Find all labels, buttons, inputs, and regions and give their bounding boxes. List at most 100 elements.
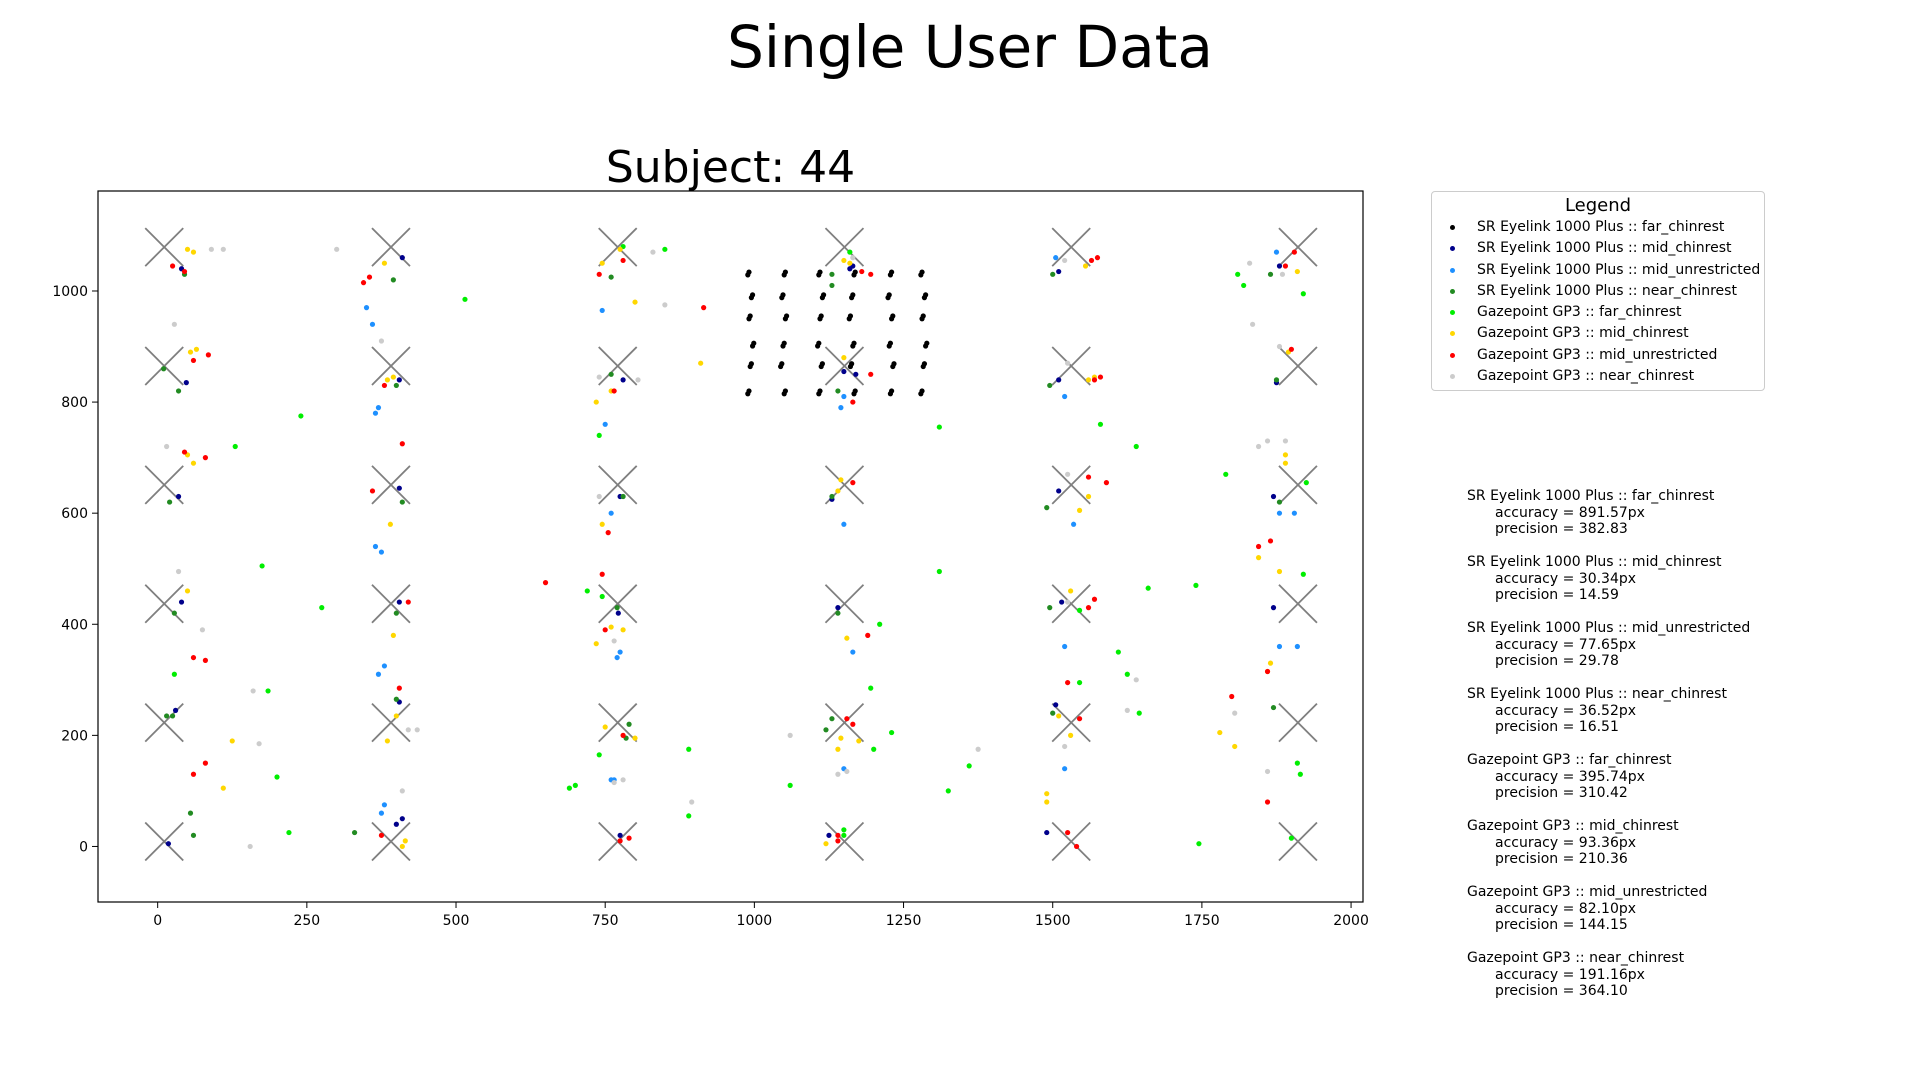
data-point xyxy=(1103,480,1110,486)
data-point xyxy=(868,271,874,277)
target-marker xyxy=(598,465,638,505)
data-point xyxy=(1115,649,1121,655)
data-point xyxy=(1267,538,1274,544)
data-point xyxy=(891,361,897,367)
data-point xyxy=(171,671,177,677)
data-point xyxy=(1270,605,1277,611)
data-point xyxy=(542,580,549,586)
data-point xyxy=(829,271,835,277)
data-point xyxy=(868,685,874,691)
data-point xyxy=(620,777,626,783)
data-point xyxy=(838,477,844,483)
target-marker xyxy=(371,465,411,505)
x-tick-label: 500 xyxy=(443,913,470,929)
data-point xyxy=(1276,510,1283,516)
y-tick-label: 1000 xyxy=(52,284,88,300)
data-point xyxy=(1267,271,1274,277)
data-point xyxy=(841,832,847,838)
data-point xyxy=(819,361,825,367)
data-point xyxy=(1071,521,1077,527)
target-marker xyxy=(598,227,638,267)
data-point xyxy=(835,838,841,844)
data-point xyxy=(584,588,590,594)
data-point xyxy=(844,716,850,722)
data-point xyxy=(1065,360,1071,366)
data-point xyxy=(1124,707,1130,713)
data-point xyxy=(369,321,376,327)
data-point xyxy=(887,340,894,346)
data-point xyxy=(599,521,605,527)
data-point xyxy=(835,771,841,777)
data-point xyxy=(387,521,393,527)
data-point xyxy=(363,305,370,311)
data-point xyxy=(686,746,692,752)
x-tick-label: 1500 xyxy=(1035,913,1071,929)
data-point xyxy=(593,641,599,647)
data-point xyxy=(689,799,695,805)
data-point xyxy=(171,610,177,616)
data-point xyxy=(602,724,608,730)
target-marker xyxy=(371,702,411,743)
data-point xyxy=(841,368,847,375)
target-marker xyxy=(144,346,184,386)
target-marker xyxy=(1278,702,1318,743)
data-point xyxy=(835,605,841,611)
stats-panel: SR Eyelink 1000 Plus :: far_chinrest accu… xyxy=(1467,488,1750,1016)
data-point xyxy=(202,760,209,766)
data-point xyxy=(1056,268,1062,275)
data-point xyxy=(220,246,226,252)
data-point xyxy=(319,605,325,611)
stat-name: SR Eyelink 1000 Plus :: mid_unrestricted xyxy=(1467,620,1751,636)
y-tick-label: 600 xyxy=(61,506,88,522)
data-point xyxy=(593,399,599,405)
data-point xyxy=(164,443,170,450)
data-point xyxy=(851,340,857,346)
target-marker xyxy=(1051,821,1091,862)
data-point xyxy=(871,746,877,752)
data-point xyxy=(1053,702,1059,708)
data-point xyxy=(608,624,614,630)
data-point xyxy=(1232,743,1238,750)
data-point xyxy=(859,268,865,275)
data-point xyxy=(1282,460,1289,466)
data-point xyxy=(1065,599,1071,605)
data-point xyxy=(1097,374,1104,380)
data-point xyxy=(1136,710,1142,716)
legend-label: Gazepoint GP3 :: near_chinrest xyxy=(1477,368,1695,385)
target-markers xyxy=(144,227,1318,862)
data-point xyxy=(1276,568,1283,575)
data-point xyxy=(1264,668,1271,675)
stat-block: SR Eyelink 1000 Plus :: mid_chinrest accu… xyxy=(1467,554,1750,604)
stat-precision: precision = 144.15 xyxy=(1495,917,1628,933)
data-point xyxy=(620,732,626,738)
data-point xyxy=(393,821,399,827)
data-point xyxy=(889,729,895,736)
data-point xyxy=(378,832,385,838)
data-point xyxy=(1065,829,1071,836)
data-point xyxy=(783,313,790,319)
data-point xyxy=(1085,377,1092,383)
y-tick-label: 200 xyxy=(61,728,88,744)
data-point xyxy=(1145,585,1151,591)
legend: Legend SR Eyelink 1000 Plus :: far_chinr… xyxy=(1431,191,1765,391)
data-point xyxy=(390,632,396,638)
data-point xyxy=(1279,271,1286,277)
data-point xyxy=(1235,271,1241,277)
data-point xyxy=(596,374,602,380)
stat-block: SR Eyelink 1000 Plus :: far_chinrest accu… xyxy=(1467,488,1750,538)
stat-precision: precision = 14.59 xyxy=(1495,587,1619,603)
data-point xyxy=(780,292,786,298)
data-point xyxy=(816,340,822,346)
data-point xyxy=(853,371,859,377)
target-marker xyxy=(598,346,638,386)
data-point xyxy=(190,357,197,364)
data-point xyxy=(1091,377,1098,383)
data-point xyxy=(746,388,752,394)
target-marker xyxy=(1278,227,1318,267)
data-point xyxy=(747,313,753,319)
stat-name: SR Eyelink 1000 Plus :: near_chinrest xyxy=(1467,686,1727,702)
data-point xyxy=(1053,255,1059,261)
legend-marker xyxy=(1450,267,1455,273)
data-point xyxy=(1062,643,1068,650)
